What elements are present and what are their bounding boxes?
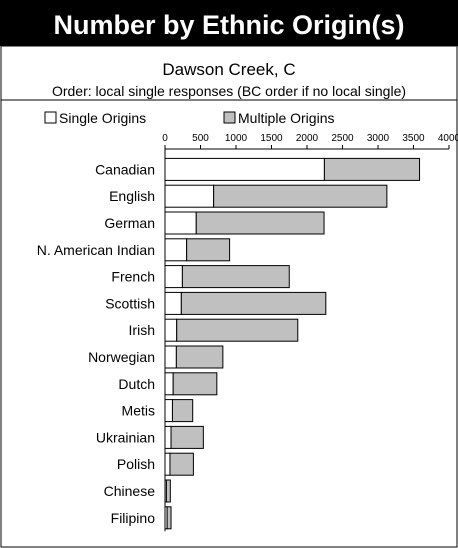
bar-single-origins <box>164 291 182 315</box>
y-axis: Canadian English German N. American Indian F… <box>37 149 166 532</box>
bar-single-origins <box>164 318 178 342</box>
bar-single-origins <box>164 372 174 396</box>
y-tick-label: Scottish <box>105 295 155 311</box>
legend: Single Origins Multiple Origins <box>44 110 334 126</box>
bar-multiple-origins <box>176 318 299 342</box>
x-tick-label: 2000 <box>296 133 319 144</box>
bar-multiple-origins <box>186 238 231 262</box>
bar-single-origins <box>164 345 177 369</box>
chart-frame <box>0 45 458 548</box>
legend-swatch-single <box>44 111 57 124</box>
chart-subtitle: Dawson Creek, C <box>162 60 295 79</box>
bar-single-origins <box>164 399 173 423</box>
bar-multiple-origins <box>195 211 325 235</box>
y-tick-label: Irish <box>129 322 155 338</box>
x-tick-label: 3000 <box>367 133 390 144</box>
y-tick-label: Dutch <box>118 376 155 392</box>
x-tick-label: 3500 <box>402 133 425 144</box>
y-tick-label: Ukrainian <box>96 429 155 445</box>
legend-label-multiple: Multiple Origins <box>238 110 334 126</box>
x-tick-label: 0 <box>162 133 168 144</box>
bar-multiple-origins <box>175 345 224 369</box>
bars <box>164 157 421 530</box>
bar-single-origins <box>164 211 197 235</box>
bar-multiple-origins <box>181 265 290 289</box>
legend-label-single: Single Origins <box>59 110 146 126</box>
bar-multiple-origins <box>165 479 171 503</box>
bar-single-origins <box>164 265 183 289</box>
bar-multiple-origins <box>169 452 194 476</box>
y-tick-label: German <box>104 215 155 231</box>
legend-swatch-multiple <box>223 111 236 124</box>
chart-title: Number by Ethnic Origin(s) <box>53 10 404 40</box>
x-tick-label: 2500 <box>331 133 354 144</box>
y-tick-label: Filipino <box>111 510 156 526</box>
y-tick-label: Chinese <box>104 483 156 499</box>
x-axis: 0 500 1000 1500 2000 2500 3000 3500 4000 <box>162 133 458 150</box>
bar-single-origins <box>164 425 172 449</box>
chart-note: Order: local single responses (BC order … <box>52 83 406 99</box>
x-tick-label: 1500 <box>260 133 283 144</box>
bar-multiple-origins <box>180 291 327 315</box>
bar-multiple-origins <box>166 506 172 530</box>
y-tick-label: N. American Indian <box>37 242 155 258</box>
bar-multiple-origins <box>213 184 388 208</box>
bar-multiple-origins <box>172 372 218 396</box>
title-banner <box>0 0 458 46</box>
y-tick-label: Metis <box>122 403 155 419</box>
y-tick-label: English <box>109 188 155 204</box>
bar-multiple-origins <box>323 157 421 181</box>
x-tick-label: 500 <box>192 133 209 144</box>
y-tick-label: French <box>111 269 155 285</box>
bar-single-origins <box>164 157 325 181</box>
y-tick-label: Canadian <box>95 161 155 177</box>
x-tick-label: 4000 <box>438 133 458 144</box>
bar-single-origins <box>164 184 215 208</box>
x-tick-label: 1000 <box>225 133 248 144</box>
bar-single-origins <box>164 452 171 476</box>
bar-single-origins <box>164 238 188 262</box>
bar-multiple-origins <box>171 399 194 423</box>
bar-multiple-origins <box>170 425 204 449</box>
y-tick-label: Polish <box>117 456 155 472</box>
y-tick-label: Norwegian <box>88 349 155 365</box>
